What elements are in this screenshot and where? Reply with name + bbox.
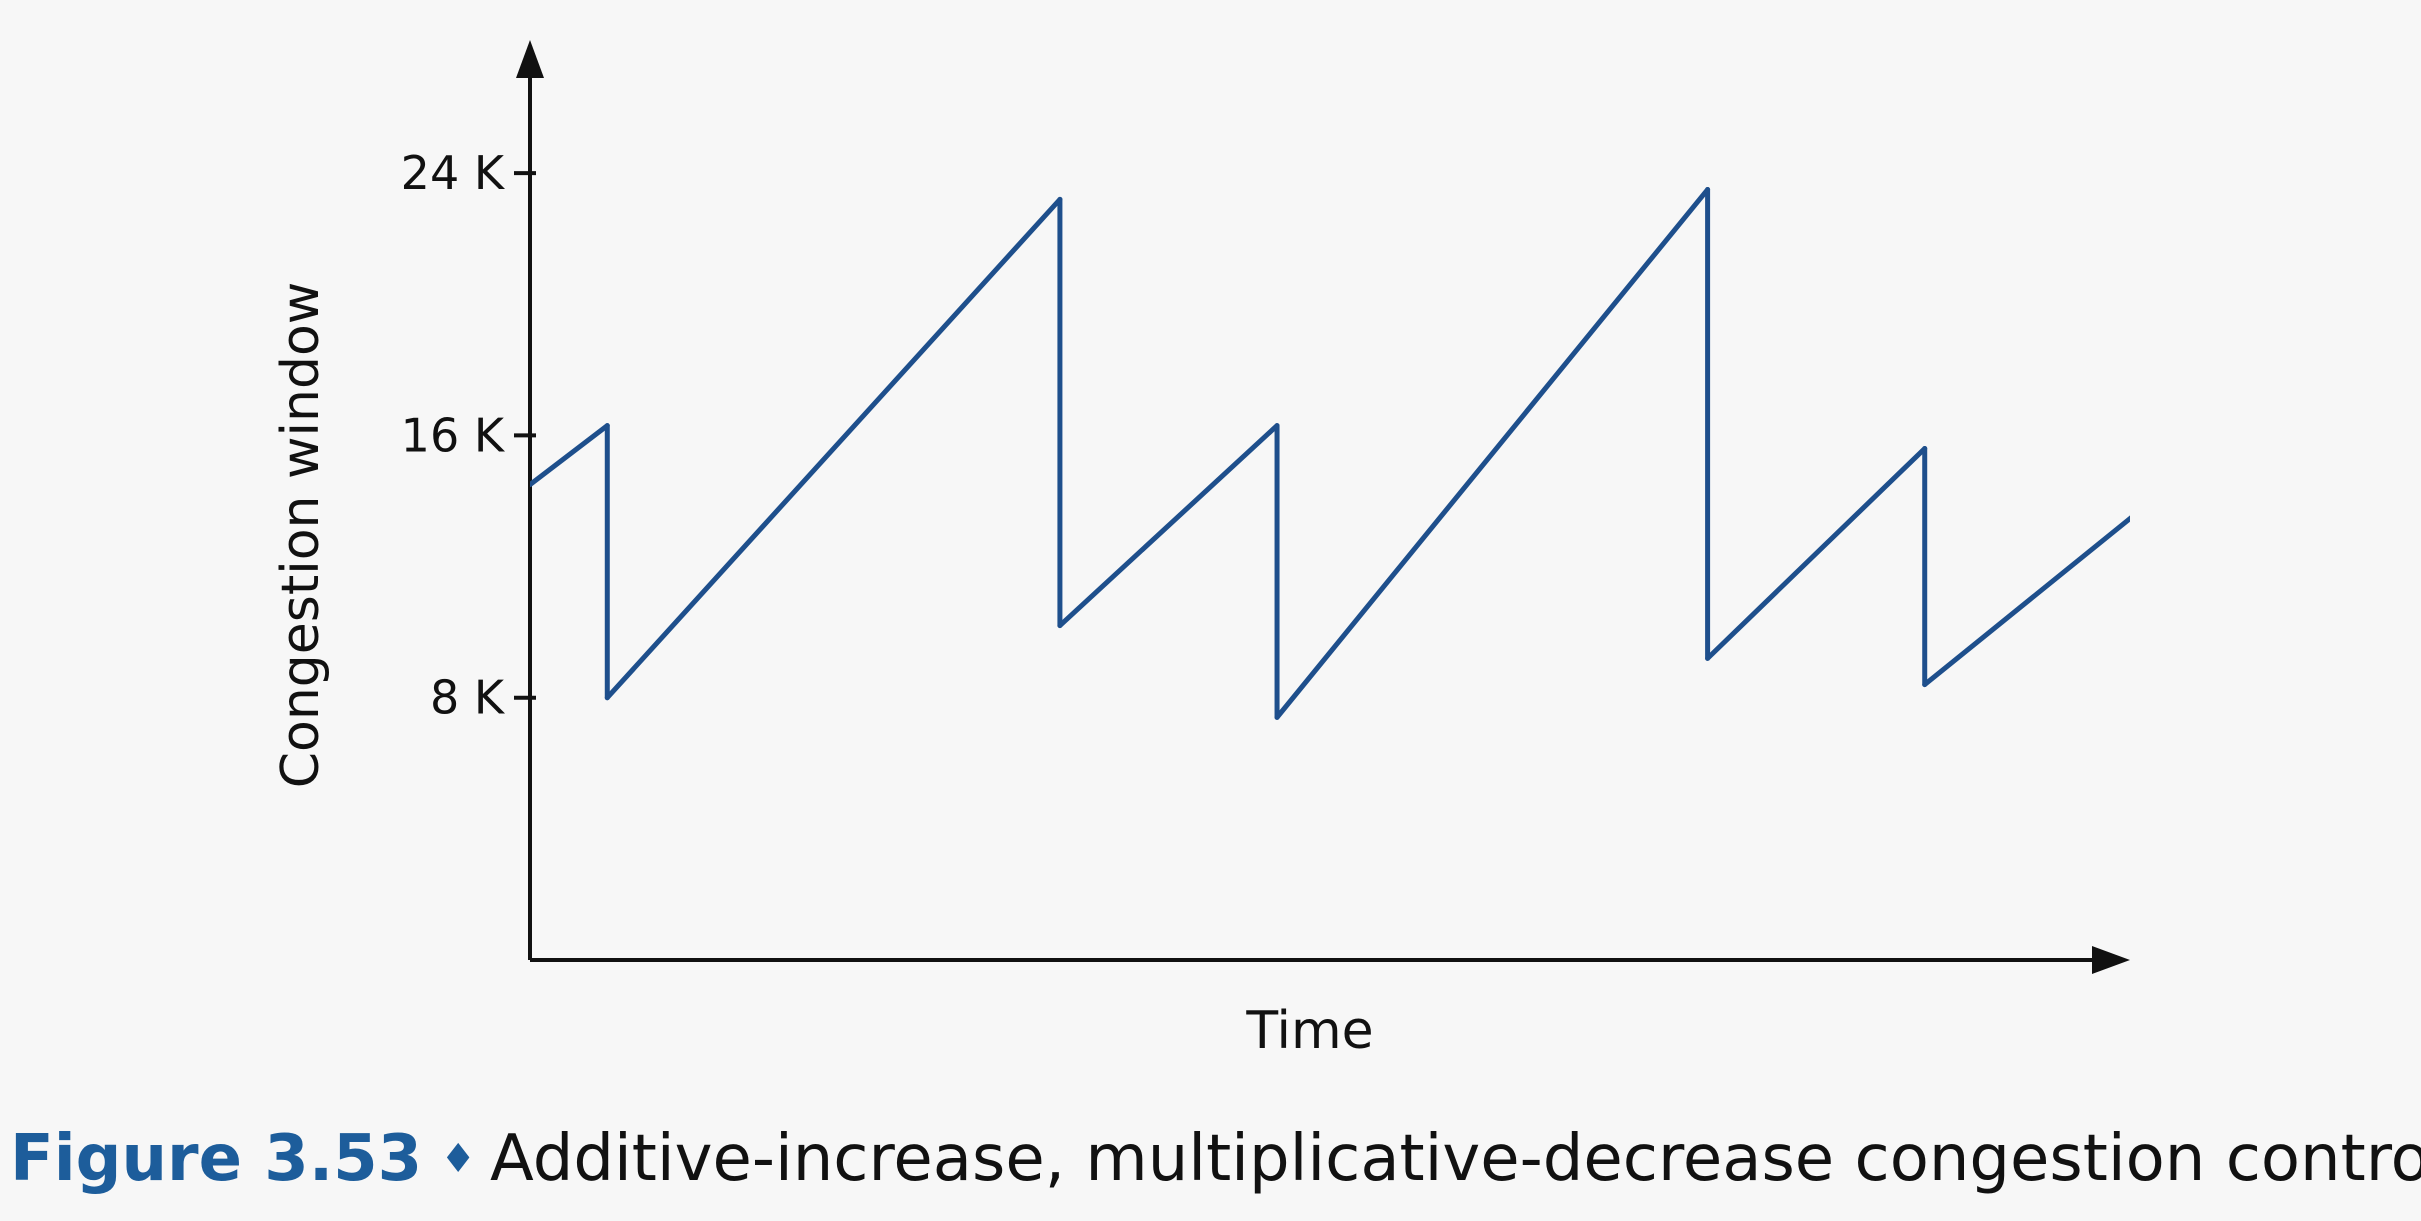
x-axis-label: Time bbox=[1245, 1001, 1373, 1061]
series-0-increase-segment bbox=[1274, 187, 1711, 720]
series-0-increase-segment bbox=[530, 423, 610, 488]
y-ticks: 8 K 16 K 24 K bbox=[401, 146, 536, 725]
y-axis-arrow-icon bbox=[516, 40, 544, 78]
series-0-increase-segment bbox=[604, 196, 1063, 701]
caption-text: Additive-increase, multiplicative-decrea… bbox=[490, 1122, 2421, 1196]
y-tick-label: 16 K bbox=[401, 408, 506, 462]
series-0-increase-segment bbox=[1057, 423, 1280, 629]
y-tick-label: 8 K bbox=[430, 671, 506, 725]
y-axis-label: Congestion window bbox=[271, 282, 331, 789]
figure-number: Figure 3.53 bbox=[10, 1122, 423, 1196]
series-0-increase-segment bbox=[1705, 446, 1928, 661]
series-0-increase-segment bbox=[1922, 515, 2130, 688]
x-axis-arrow-icon bbox=[2092, 946, 2130, 974]
diamond-icon: ♦ bbox=[440, 1136, 477, 1182]
axes bbox=[516, 40, 2130, 974]
y-tick-label: 24 K bbox=[401, 146, 506, 200]
figure-caption: Figure 3.53 ♦ Additive-increase, multiplic… bbox=[10, 1122, 2421, 1196]
plot-area bbox=[530, 187, 2130, 720]
